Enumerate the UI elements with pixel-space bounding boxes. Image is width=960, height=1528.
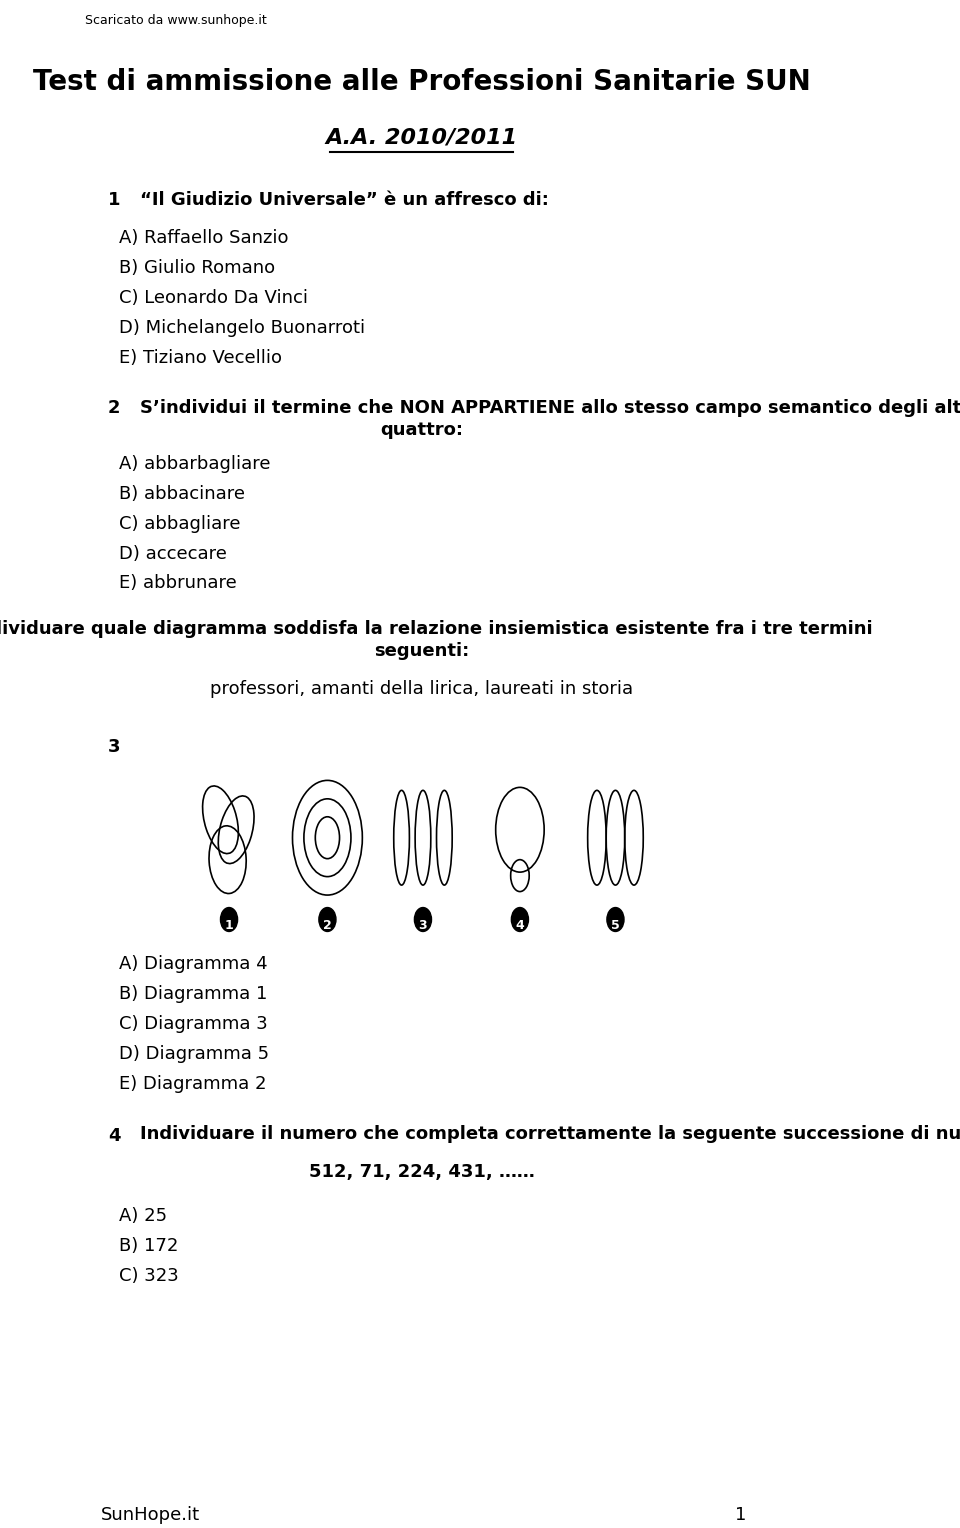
Text: E) abbrunare: E) abbrunare xyxy=(118,575,236,593)
Text: D) Michelangelo Buonarroti: D) Michelangelo Buonarroti xyxy=(118,319,365,338)
Text: 512, 71, 224, 431, ……: 512, 71, 224, 431, …… xyxy=(309,1163,535,1181)
Text: Scaricato da www.sunhope.it: Scaricato da www.sunhope.it xyxy=(85,14,267,28)
Text: 1: 1 xyxy=(734,1507,746,1523)
Text: Individuare il numero che completa correttamente la seguente successione di nume: Individuare il numero che completa corre… xyxy=(140,1125,960,1143)
Text: E) Tiziano Vecellio: E) Tiziano Vecellio xyxy=(118,348,281,367)
Text: D) Diagramma 5: D) Diagramma 5 xyxy=(118,1045,269,1063)
Text: “Il Giudizio Universale” è un affresco di:: “Il Giudizio Universale” è un affresco d… xyxy=(140,191,549,209)
Circle shape xyxy=(415,908,431,932)
Text: 1: 1 xyxy=(225,918,233,932)
Text: 4: 4 xyxy=(108,1128,120,1144)
Text: A) 25: A) 25 xyxy=(118,1207,167,1225)
Text: C) Leonardo Da Vinci: C) Leonardo Da Vinci xyxy=(118,289,307,307)
Circle shape xyxy=(319,908,336,932)
Text: Individuare quale diagramma soddisfa la relazione insiemistica esistente fra i t: Individuare quale diagramma soddisfa la … xyxy=(0,620,873,639)
Text: seguenti:: seguenti: xyxy=(373,642,469,660)
Text: D) accecare: D) accecare xyxy=(118,544,227,562)
Text: 4: 4 xyxy=(516,918,524,932)
Text: Test di ammissione alle Professioni Sanitarie SUN: Test di ammissione alle Professioni Sani… xyxy=(33,67,810,96)
Text: B) 172: B) 172 xyxy=(118,1236,178,1254)
Text: 1: 1 xyxy=(108,191,120,209)
Text: quattro:: quattro: xyxy=(380,420,463,439)
Text: 2: 2 xyxy=(324,918,332,932)
Circle shape xyxy=(512,908,528,932)
Text: B) abbacinare: B) abbacinare xyxy=(118,484,245,503)
Circle shape xyxy=(607,908,624,932)
Text: A.A. 2010/2011: A.A. 2010/2011 xyxy=(325,128,517,148)
Text: SunHope.it: SunHope.it xyxy=(101,1507,200,1523)
Text: A) Diagramma 4: A) Diagramma 4 xyxy=(118,955,267,973)
Text: B) Diagramma 1: B) Diagramma 1 xyxy=(118,986,267,1004)
Text: 3: 3 xyxy=(419,918,427,932)
Text: S’individui il termine che NON APPARTIENE allo stesso campo semantico degli altr: S’individui il termine che NON APPARTIEN… xyxy=(140,399,960,417)
Text: A) Raffaello Sanzio: A) Raffaello Sanzio xyxy=(118,229,288,248)
Text: 5: 5 xyxy=(612,918,620,932)
Text: C) 323: C) 323 xyxy=(118,1267,179,1285)
Text: 2: 2 xyxy=(108,399,120,417)
Text: professori, amanti della lirica, laureati in storia: professori, amanti della lirica, laureat… xyxy=(210,680,633,698)
Text: C) Diagramma 3: C) Diagramma 3 xyxy=(118,1015,267,1033)
Text: 3: 3 xyxy=(108,738,120,756)
Text: E) Diagramma 2: E) Diagramma 2 xyxy=(118,1076,266,1093)
Circle shape xyxy=(221,908,237,932)
Text: B) Giulio Romano: B) Giulio Romano xyxy=(118,260,275,277)
Text: A) abbarbagliare: A) abbarbagliare xyxy=(118,455,270,472)
Text: C) abbagliare: C) abbagliare xyxy=(118,515,240,533)
